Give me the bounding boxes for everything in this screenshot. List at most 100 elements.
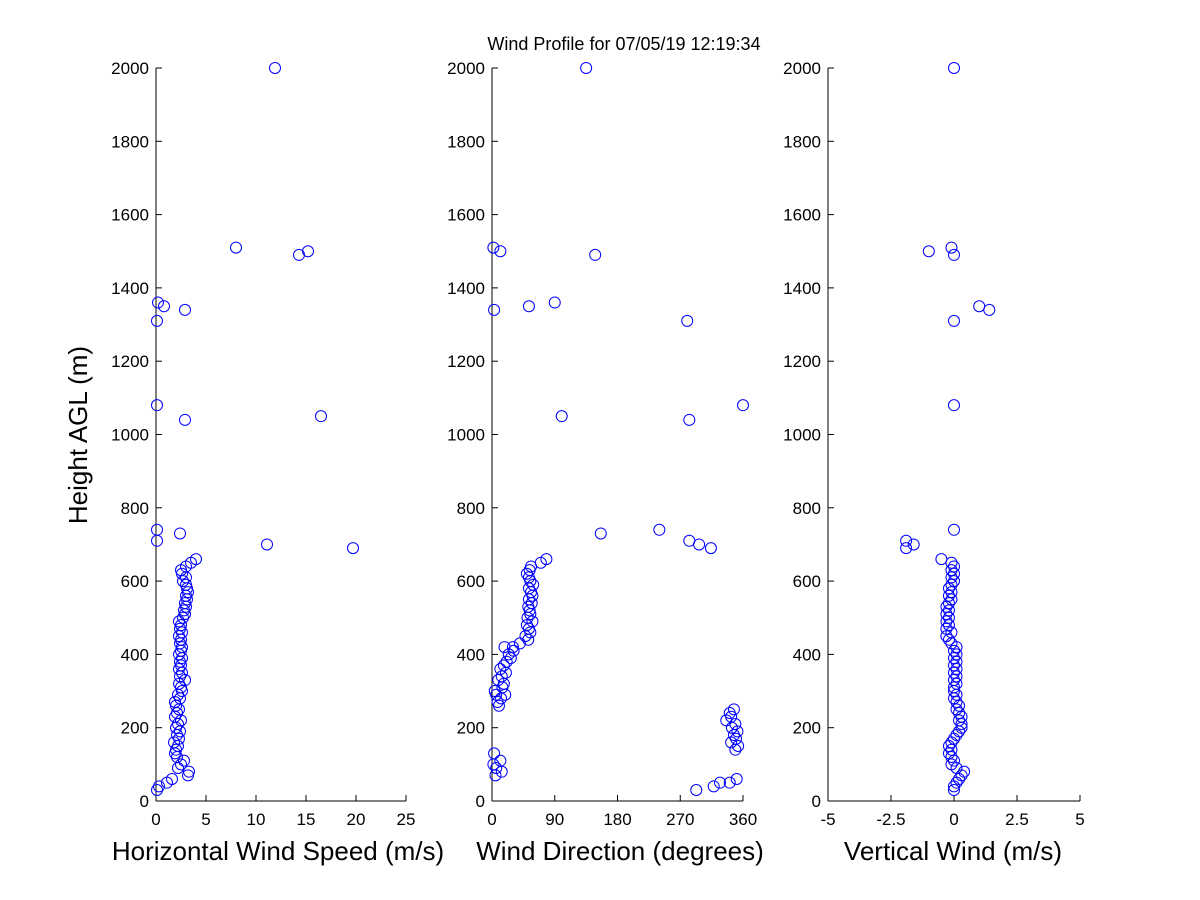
direction-x-tick-label: 90 (545, 810, 564, 829)
direction-y-tick-label: 400 (457, 645, 485, 664)
direction-data-point (713, 776, 726, 789)
direction-data-point (555, 410, 568, 423)
vertical-data-point (948, 560, 960, 573)
direction-x-axis-label: Wind Direction (degrees) (476, 836, 764, 866)
vertical-data-point (945, 241, 958, 254)
speed-y-tick-label: 800 (121, 499, 149, 518)
vertical-data-point (948, 248, 960, 261)
speed-data-point (151, 534, 163, 547)
direction-data-point (548, 296, 561, 309)
speed-data-point (183, 765, 195, 778)
vertical-data-point (945, 743, 958, 756)
vertical-data-point (950, 729, 963, 742)
direction-data-point (498, 641, 511, 654)
speed-data-point (178, 754, 190, 767)
speed-y-tick-label: 2000 (111, 59, 149, 78)
speed-data-point (347, 542, 359, 555)
vertical-data-point (955, 718, 968, 731)
vertical-data-point (942, 582, 955, 595)
vertical-data-point (942, 633, 955, 646)
vertical-data-point (907, 538, 920, 551)
direction-data-point (727, 703, 740, 716)
speed-data-point (151, 314, 163, 327)
direction-y-tick-label: 0 (476, 792, 485, 811)
direction-data-point (522, 600, 535, 613)
speed-y-tick-label: 0 (140, 792, 149, 811)
wind-direction-panel: 0 200 400 600 800 1000 1200 1400 1600 1800 2000 0 90… (447, 59, 764, 866)
vertical-data-point (950, 677, 963, 690)
vertical-data-point (942, 740, 955, 753)
speed-data-point (179, 303, 191, 316)
direction-data-point (589, 248, 602, 261)
vertical-data-point (948, 659, 960, 672)
speed-x-tick-label: 25 (397, 810, 416, 829)
speed-y-tick-label: 1400 (111, 279, 149, 298)
direction-y-tick-label: 1400 (447, 279, 485, 298)
speed-x-axis-label: Horizontal Wind Speed (m/s) (112, 836, 444, 866)
vertical-data-point (948, 567, 960, 580)
direction-data-point (519, 630, 532, 643)
vertical-x-axis-label: Vertical Wind (m/s) (844, 836, 1062, 866)
speed-data-point (169, 747, 181, 760)
vertical-x-tick-label: 2.5 (1005, 810, 1029, 829)
direction-y-tick-label: 2000 (447, 59, 485, 78)
direction-x-tick-label: 270 (666, 810, 694, 829)
figure-title: Wind Profile for 07/05/19 12:19:34 (487, 34, 760, 54)
vertical-data-point (942, 619, 955, 632)
vertical-data-point (950, 696, 963, 709)
vertical-data-point (953, 714, 966, 727)
speed-data-point (158, 300, 170, 313)
direction-data-point (522, 300, 535, 313)
speed-data-point (269, 62, 281, 74)
vertical-data-point (945, 578, 958, 591)
vertical-wind-panel: 0 200 400 600 800 1000 1200 1400 1600 1800 2000 -5 -… (783, 59, 1085, 866)
vertical-data-point (900, 542, 913, 555)
vertical-data-point (945, 758, 958, 771)
speed-data-point (180, 578, 192, 591)
direction-data-point (490, 762, 503, 775)
vertical-data-point (945, 751, 958, 764)
vertical-data-point (945, 556, 958, 569)
vertical-data-point (948, 62, 960, 74)
speed-y-tick-label: 600 (121, 572, 149, 591)
vertical-x-tick-label: 5 (1075, 810, 1084, 829)
direction-data-point (487, 241, 500, 254)
direction-data-point (683, 534, 696, 547)
direction-data-point (488, 685, 501, 698)
vertical-y-tick-label: 800 (793, 499, 821, 518)
vertical-data-point (948, 644, 960, 657)
direction-data-point (494, 754, 507, 767)
speed-x-tick-label: 20 (347, 810, 366, 829)
direction-data-point (720, 714, 733, 727)
direction-y-tick-label: 200 (457, 719, 485, 738)
vertical-data-point (935, 553, 948, 566)
speed-y-axis-label: Height AGL (m) (63, 346, 93, 524)
vertical-data-point (945, 571, 958, 584)
direction-data-point (520, 567, 533, 580)
vertical-data-point (942, 747, 955, 760)
vertical-data-point (953, 699, 966, 712)
vertical-y-tick-label: 200 (793, 719, 821, 738)
direction-data-point (491, 696, 504, 709)
vertical-data-point (940, 615, 953, 628)
vertical-data-point (940, 600, 953, 613)
vertical-data-point (955, 710, 968, 723)
direction-x-tick-label: 180 (603, 810, 631, 829)
speed-data-point (302, 245, 314, 258)
vertical-data-point (950, 663, 963, 676)
vertical-x-tick-label: 0 (949, 810, 958, 829)
direction-data-point (497, 659, 510, 672)
speed-data-point (173, 615, 185, 628)
speed-data-point (153, 780, 165, 793)
direction-data-point (488, 747, 501, 760)
speed-x-tick-label: 0 (151, 810, 160, 829)
speed-data-point (151, 523, 163, 536)
vertical-data-point (942, 611, 955, 624)
speed-x-tick-label: 10 (247, 810, 266, 829)
direction-data-point (540, 553, 553, 566)
vertical-data-point (948, 399, 960, 412)
vertical-data-point (942, 604, 955, 617)
direction-data-point (500, 655, 513, 668)
vertical-data-point (955, 769, 968, 782)
speed-data-point (230, 241, 242, 254)
